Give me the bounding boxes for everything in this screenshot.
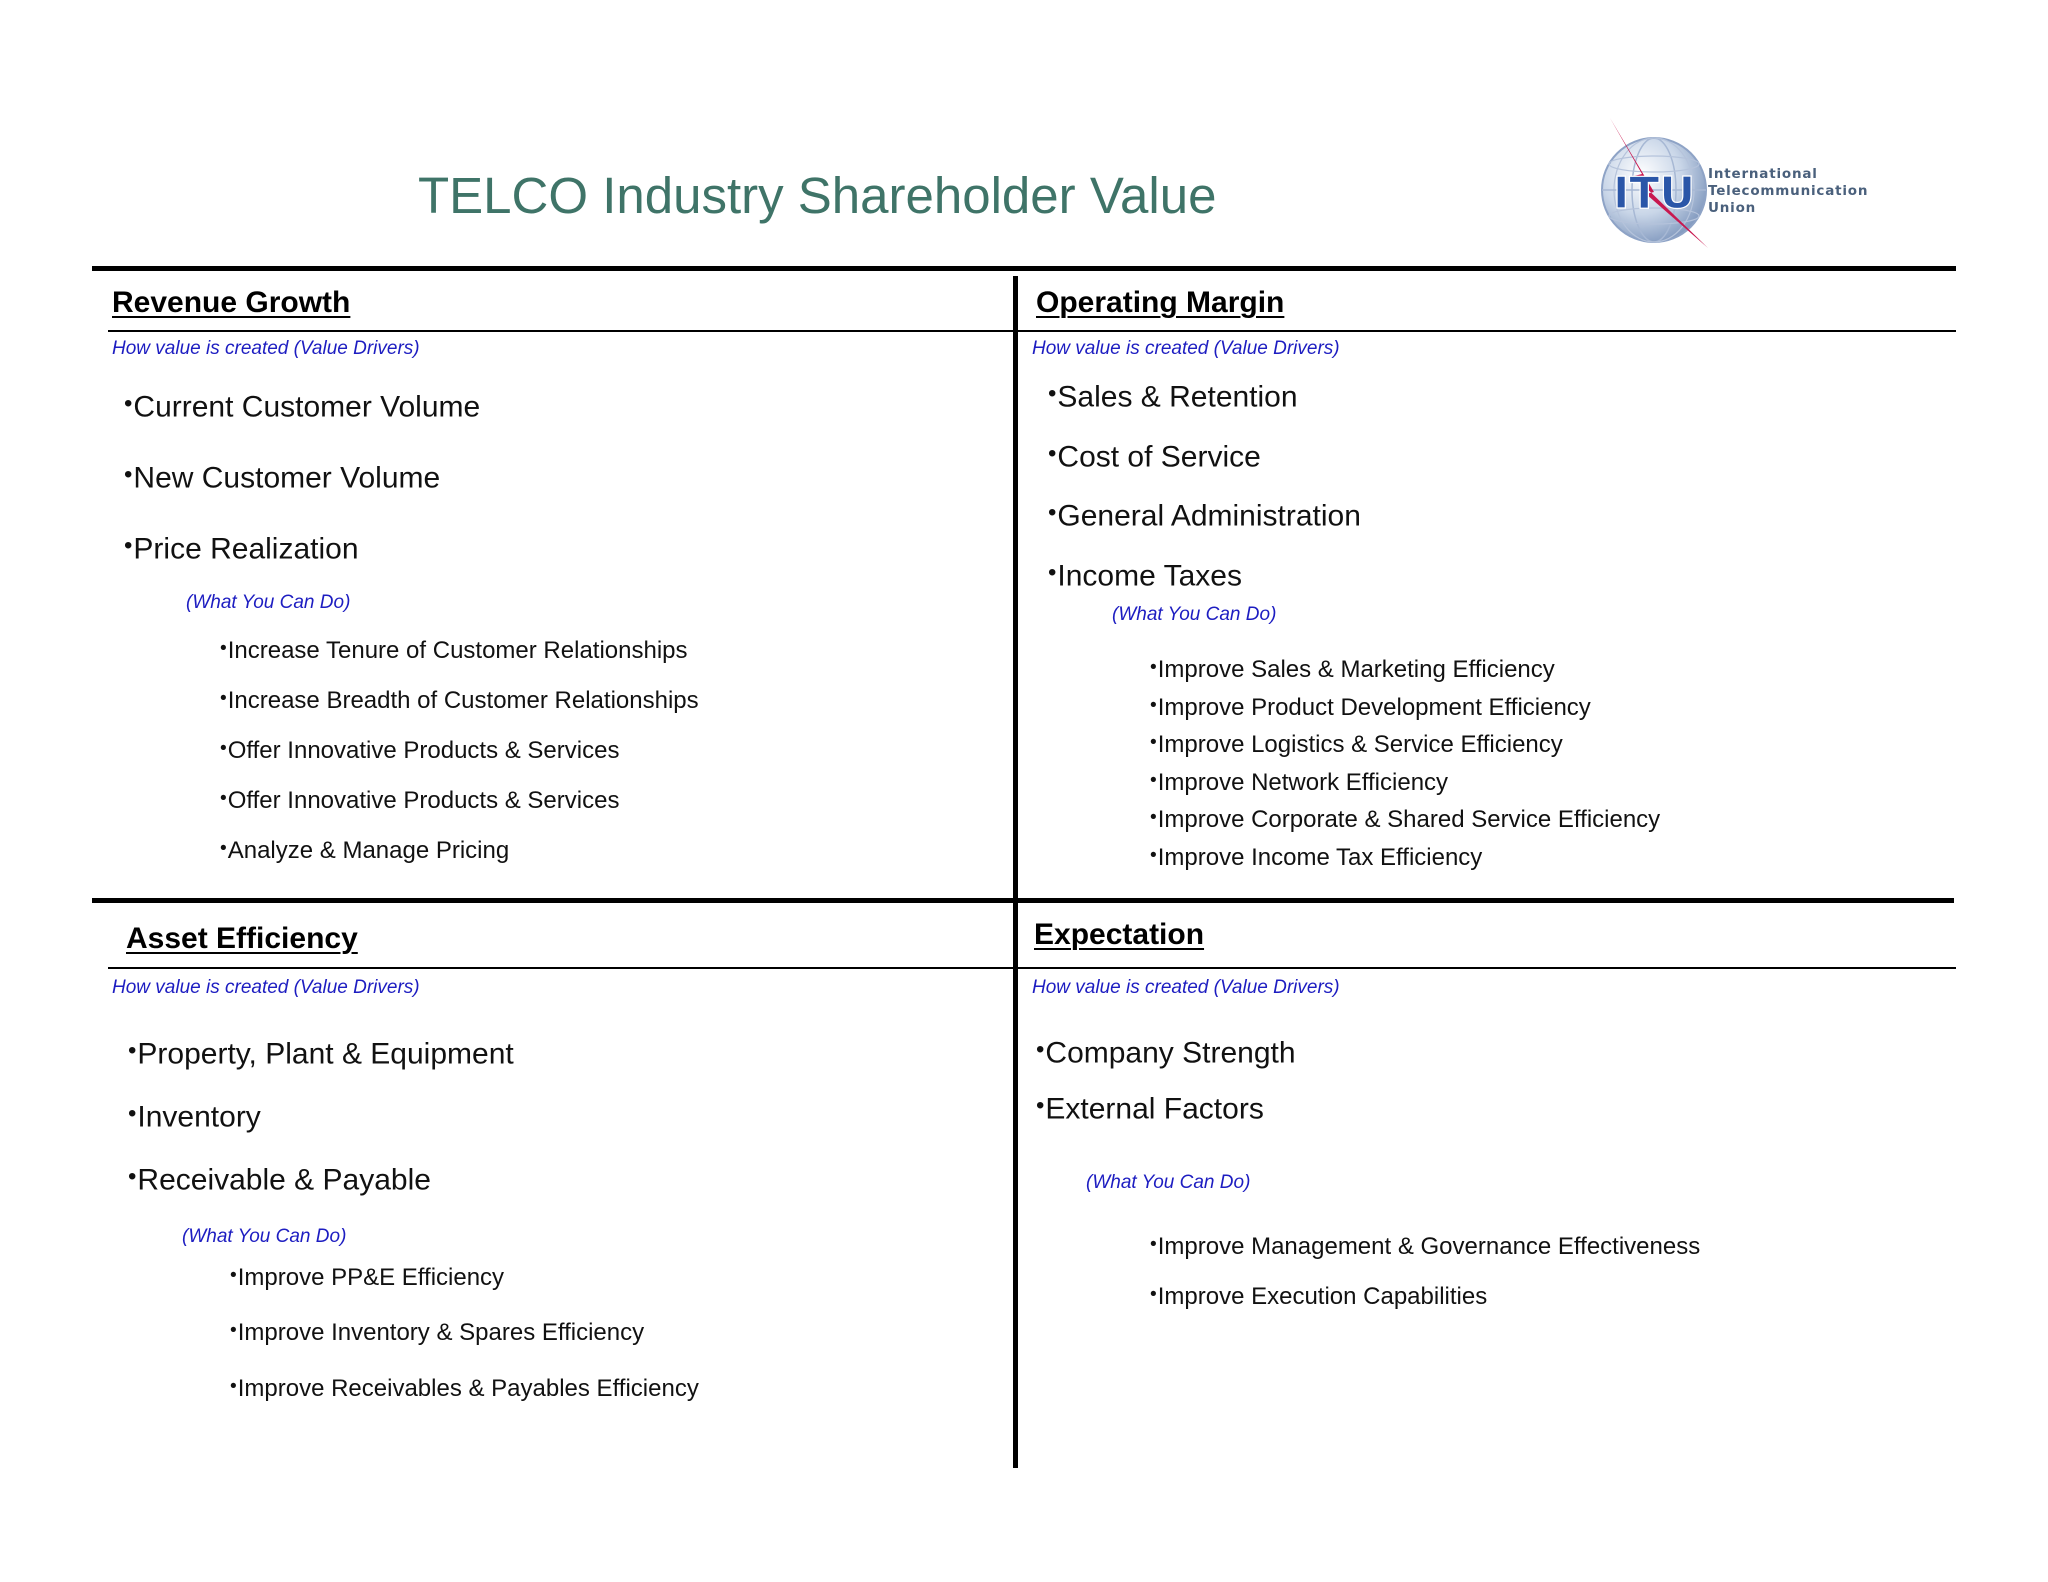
asset-heading-underline: [108, 967, 1014, 969]
action-item: •Improve Network Efficiency: [1150, 769, 1449, 796]
action-item: •Improve Product Development Efficiency: [1150, 694, 1591, 721]
what-you-can-do-label: (What You Can Do): [186, 592, 351, 613]
svg-text:ITU: ITU: [1613, 168, 1695, 219]
driver-item: •Receivable & Payable: [128, 1163, 431, 1197]
action-item: •Improve Management & Governance Effecti…: [1150, 1233, 1701, 1260]
action-item: •Improve Logistics & Service Efficiency: [1150, 731, 1563, 758]
action-item: •Increase Tenure of Customer Relationshi…: [220, 637, 688, 664]
driver-item: •New Customer Volume: [124, 461, 441, 495]
vertical-divider: [1013, 276, 1018, 1468]
top-divider: [92, 266, 1956, 271]
action-item: •Improve Sales & Marketing Efficiency: [1150, 656, 1555, 683]
what-you-can-do-label: (What You Can Do): [1112, 604, 1277, 625]
middle-divider: [92, 898, 1954, 903]
action-item: •Improve Income Tax Efficiency: [1150, 844, 1483, 871]
driver-item: •General Administration: [1048, 499, 1361, 533]
value-drivers-label: How value is created (Value Drivers): [112, 338, 420, 359]
driver-item: •Inventory: [128, 1100, 261, 1134]
value-drivers-label: How value is created (Value Drivers): [1032, 977, 1340, 998]
section-heading: Asset Efficiency: [126, 922, 358, 955]
action-item: •Improve Execution Capabilities: [1150, 1283, 1488, 1310]
action-item: •Improve Receivables & Payables Efficien…: [230, 1375, 699, 1402]
value-drivers-label: How value is created (Value Drivers): [1032, 338, 1340, 359]
revenue-heading-underline: [108, 330, 1014, 332]
driver-item: •Company Strength: [1036, 1036, 1296, 1070]
margin-heading-underline: [1018, 330, 1956, 332]
action-item: •Analyze & Manage Pricing: [220, 837, 510, 864]
action-item: •Improve PP&E Efficiency: [230, 1264, 505, 1291]
driver-item: •Property, Plant & Equipment: [128, 1037, 514, 1071]
driver-item: •Sales & Retention: [1048, 380, 1298, 414]
action-item: •Improve Inventory & Spares Efficiency: [230, 1319, 645, 1346]
action-item: •Offer Innovative Products & Services: [220, 737, 620, 764]
driver-item: •External Factors: [1036, 1092, 1264, 1126]
itu-wordmark: International Telecommunication Union: [1708, 166, 1869, 216]
section-heading: Expectation: [1034, 918, 1205, 951]
value-drivers-label: How value is created (Value Drivers): [112, 977, 420, 998]
action-item: •Offer Innovative Products & Services: [220, 787, 620, 814]
section-heading: Operating Margin: [1036, 286, 1285, 319]
itu-globe-icon: ITU: [1601, 118, 1708, 248]
what-you-can-do-label: (What You Can Do): [1086, 1172, 1251, 1193]
itu-logo: ITU International Telecommunication Unio…: [1596, 112, 1916, 252]
section-heading: Revenue Growth: [112, 286, 351, 319]
action-item: •Improve Corporate & Shared Service Effi…: [1150, 806, 1661, 833]
driver-item: •Income Taxes: [1048, 559, 1242, 593]
driver-item: •Cost of Service: [1048, 440, 1261, 474]
action-item: •Increase Breadth of Customer Relationsh…: [220, 687, 699, 714]
page-title: TELCO Industry Shareholder Value: [418, 167, 1217, 224]
what-you-can-do-label: (What You Can Do): [182, 1226, 347, 1247]
driver-item: •Current Customer Volume: [124, 390, 481, 424]
expectation-heading-underline: [1018, 967, 1956, 969]
driver-item: •Price Realization: [124, 532, 359, 566]
